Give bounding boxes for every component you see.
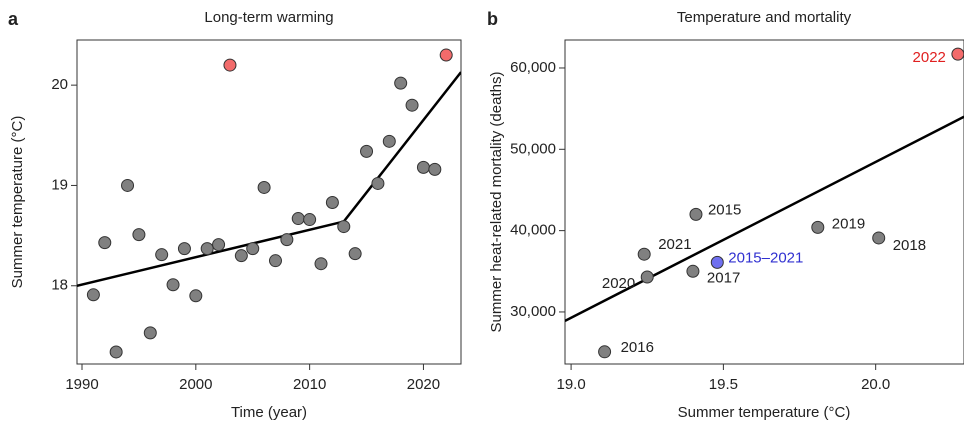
data-point (416, 160, 430, 174)
panel-label: a (8, 9, 19, 29)
x-tick-label: 2000 (179, 376, 212, 393)
fit-line (565, 115, 964, 323)
data-point (86, 288, 100, 302)
data-point (394, 76, 408, 90)
point-label: 2016 (621, 339, 654, 356)
data-point (348, 247, 362, 261)
y-axis-label: Summer temperature (°C) (9, 116, 26, 289)
chart-title: Long-term warming (204, 9, 333, 26)
data-point (405, 98, 419, 112)
point-label: 2021 (658, 236, 691, 253)
point-label: 2019 (832, 215, 865, 232)
point-label: 2017 (707, 269, 740, 286)
y-tick-label: 50,000 (510, 140, 556, 157)
data-point (303, 213, 317, 227)
data-point (686, 264, 700, 278)
data-point (428, 162, 442, 176)
y-tick-label: 20 (51, 76, 68, 93)
data-point (177, 242, 191, 256)
data-point (439, 48, 453, 62)
data-point (811, 220, 825, 234)
point-label: 2020 (602, 275, 635, 292)
point-label: 2015–2021 (728, 249, 803, 266)
data-point (710, 255, 724, 269)
data-point (872, 231, 886, 245)
y-tick-label: 19 (51, 176, 68, 193)
data-point (132, 228, 146, 242)
data-point (98, 236, 112, 250)
x-tick-label: 2020 (407, 376, 440, 393)
data-point (246, 242, 260, 256)
y-tick-label: 60,000 (510, 59, 556, 76)
data-point (257, 180, 271, 194)
data-point (640, 270, 654, 284)
data-point (951, 47, 964, 61)
x-tick-label: 19.0 (556, 376, 585, 393)
x-tick-label: 2010 (293, 376, 326, 393)
x-tick-label: 20.0 (861, 376, 890, 393)
data-point (689, 207, 703, 221)
data-point (314, 257, 328, 271)
data-point (360, 144, 374, 158)
x-tick-label: 19.5 (709, 376, 738, 393)
data-point (189, 289, 203, 303)
y-axis-label: Summer heat-related mortality (deaths) (488, 72, 505, 333)
point-label: 2018 (893, 237, 926, 254)
data-point (143, 326, 157, 340)
data-point (325, 196, 339, 210)
point-label: 2015 (708, 201, 741, 218)
data-point (337, 220, 351, 234)
x-tick-label: 1990 (65, 376, 98, 393)
data-point (382, 134, 396, 148)
plot-frame (564, 39, 964, 365)
point-label: 2022 (913, 49, 946, 66)
data-point (109, 345, 123, 359)
data-point (223, 58, 237, 72)
y-tick-label: 18 (51, 277, 68, 294)
data-point (598, 345, 612, 359)
y-tick-label: 40,000 (510, 222, 556, 239)
data-point (155, 248, 169, 262)
chart-title: Temperature and mortality (677, 9, 852, 26)
data-point (637, 247, 651, 261)
data-point (121, 178, 135, 192)
x-axis-label: Summer temperature (°C) (678, 404, 851, 421)
data-point (234, 249, 248, 263)
data-point (280, 233, 294, 247)
data-point (166, 278, 180, 292)
data-point (212, 238, 226, 252)
data-point (200, 242, 214, 256)
y-tick-label: 30,000 (510, 303, 556, 320)
plot-frame (76, 39, 462, 365)
data-point (291, 212, 305, 226)
x-axis-label: Time (year) (231, 404, 307, 421)
fit-line (77, 71, 461, 287)
data-point (268, 254, 282, 268)
data-point (371, 176, 385, 190)
panel-label: b (487, 9, 498, 29)
